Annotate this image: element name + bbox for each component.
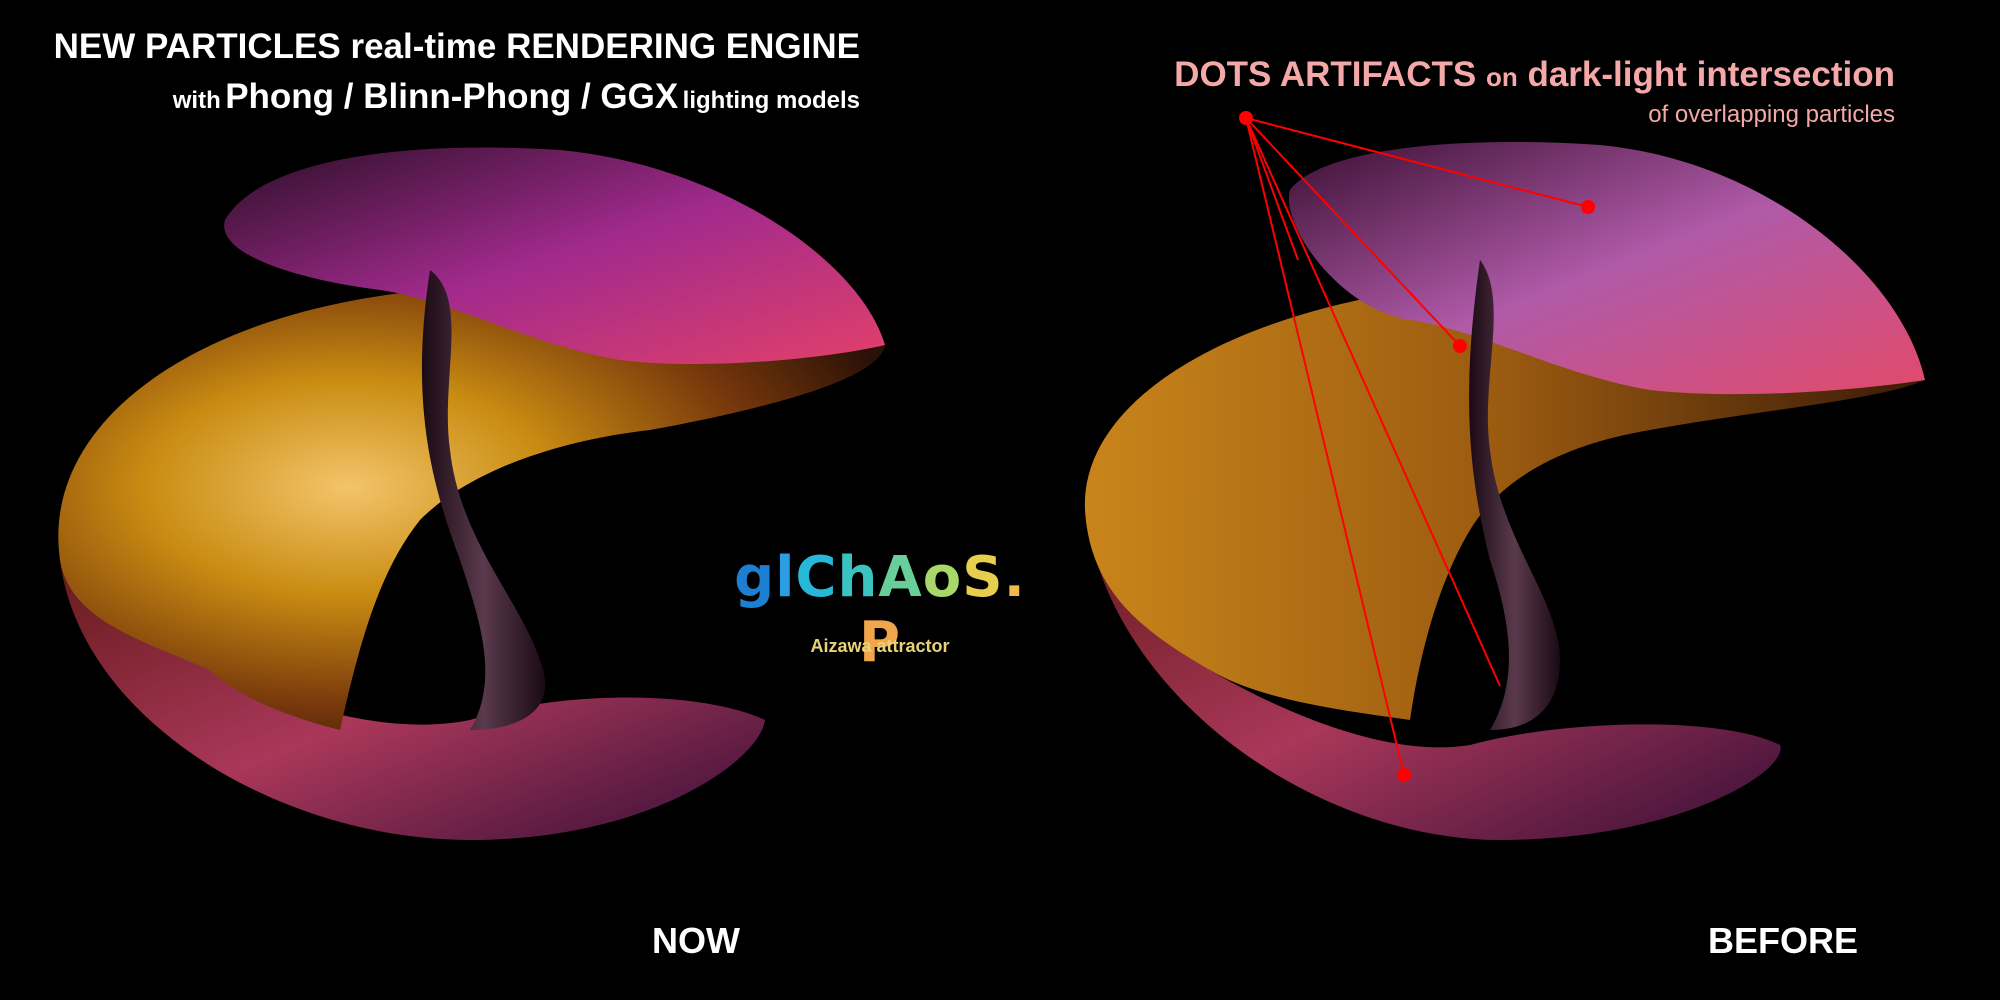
logo-letter: S	[962, 545, 1004, 610]
logo-letter: o	[922, 545, 963, 610]
annotation-dot-1	[1581, 200, 1595, 214]
before-attractor	[1084, 142, 1925, 840]
annotation-dot-3	[1397, 768, 1411, 782]
annotation-origin-dot	[1239, 111, 1253, 125]
left-header: NEW PARTICLES real-time RENDERING ENGINE…	[30, 22, 860, 129]
logo-letter: l	[775, 545, 796, 610]
before-bowl	[1085, 510, 1781, 840]
left-header-line2: with Phong / Blinn-Phong / GGX lighting …	[30, 72, 860, 129]
logo-letter: g	[734, 545, 776, 610]
annotation-line-2	[1245, 117, 1461, 347]
now-band	[58, 288, 886, 730]
now-top-disc	[224, 147, 885, 365]
right-header-c: dark-light intersection	[1527, 55, 1895, 94]
logo-letter: A	[878, 545, 923, 610]
logo-letter: C	[795, 545, 838, 610]
right-header-line1: DOTS ARTIFACTS on dark-light intersectio…	[895, 52, 1895, 100]
left-header-suffix: lighting models	[682, 87, 860, 114]
annotation-line-5	[1245, 117, 1299, 261]
before-stem	[1469, 260, 1560, 730]
now-attractor	[58, 147, 886, 840]
logo-caption: Aizawa attractor	[810, 636, 950, 656]
artifact-annotations	[1239, 111, 1595, 782]
logo-letter: P	[858, 610, 902, 675]
right-header-a: DOTS ARTIFACTS	[1174, 55, 1477, 94]
glchaos-logo: glChAoS. P	[720, 545, 1040, 675]
left-header-prefix: with	[172, 87, 221, 114]
now-stem	[421, 270, 546, 730]
annotation-line-4	[1245, 117, 1405, 776]
now-bowl	[60, 560, 765, 840]
now-label: NOW	[652, 920, 740, 961]
annotation-line-1	[1245, 117, 1589, 208]
right-header: DOTS ARTIFACTS on dark-light intersectio…	[895, 52, 1895, 130]
annotation-line-3	[1245, 117, 1501, 687]
left-header-main: Phong / Blinn-Phong / GGX	[225, 77, 679, 116]
right-header-line2: of overlapping particles	[1648, 101, 1895, 128]
before-label: BEFORE	[1708, 920, 1859, 961]
left-header-line1: NEW PARTICLES real-time RENDERING ENGINE	[53, 27, 860, 66]
annotation-dot-2	[1453, 339, 1467, 353]
logo-letter: h	[837, 545, 879, 610]
before-top-disc	[1288, 142, 1925, 395]
right-header-b: on	[1485, 62, 1518, 92]
logo-letter: .	[1003, 545, 1026, 610]
